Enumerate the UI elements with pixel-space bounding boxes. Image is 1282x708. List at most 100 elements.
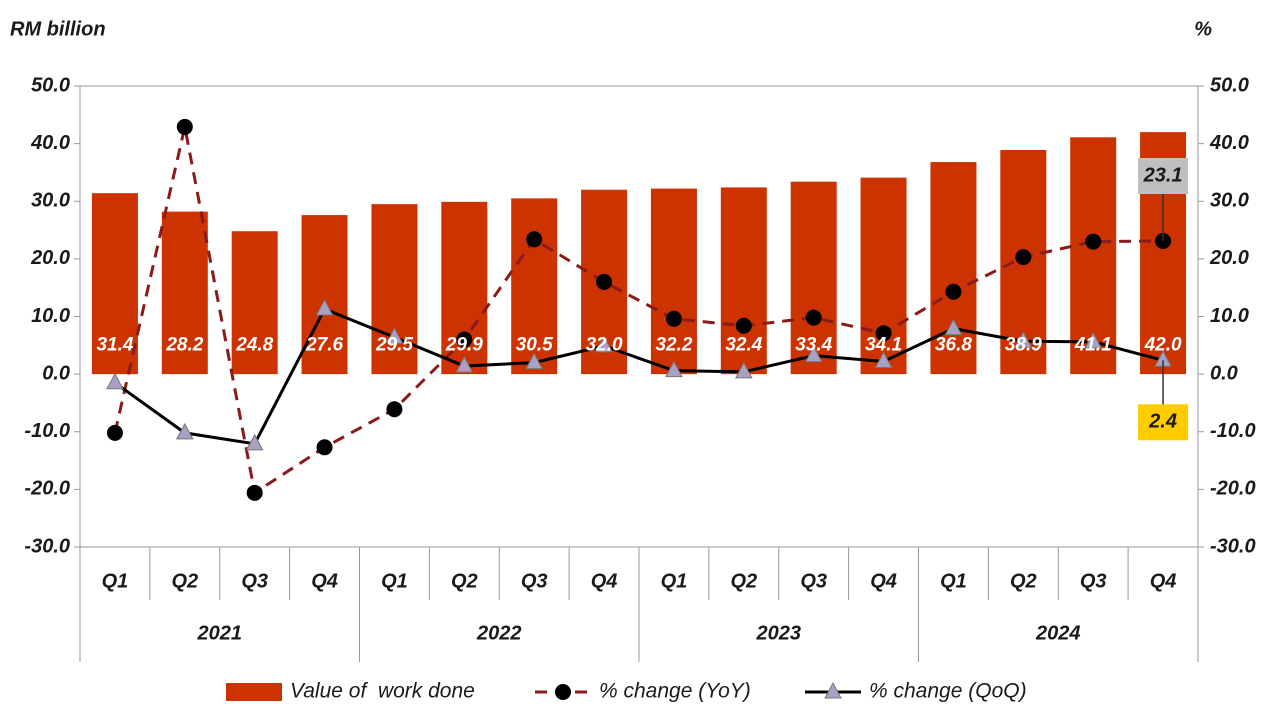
bar-value-label: 34.1 — [865, 334, 902, 355]
bar-value-label: 32.0 — [586, 334, 623, 355]
marker — [315, 298, 334, 316]
line — [114, 307, 1164, 446]
legend-marker — [824, 681, 842, 699]
marker — [665, 310, 682, 327]
y2-tick-label: -20.0 — [1210, 478, 1256, 500]
y2-tick-label: 10.0 — [1210, 305, 1249, 327]
marker — [1015, 249, 1032, 266]
marker — [176, 118, 193, 135]
bar-value-label: 33.4 — [795, 334, 832, 355]
marker — [944, 318, 963, 336]
group-label: 2021 — [197, 622, 243, 644]
marker — [1014, 331, 1033, 348]
y-tick-label: 40.0 — [30, 132, 70, 154]
x-tick-label: Q4 — [311, 570, 338, 592]
legend-swatch — [226, 683, 282, 701]
annotation-box — [1138, 404, 1189, 441]
annotation-label: 2.4 — [1148, 411, 1177, 433]
x-tick-label: Q2 — [730, 570, 757, 592]
bar-value-label: 41.1 — [1074, 334, 1112, 355]
marker — [945, 283, 962, 300]
annotation-box — [1138, 158, 1189, 195]
y-tick-label: -10.0 — [24, 420, 70, 442]
marker — [175, 422, 194, 440]
x-tick-label: Q3 — [241, 570, 268, 592]
x-tick-label: Q3 — [800, 570, 827, 592]
bar — [231, 231, 278, 375]
bar — [301, 215, 348, 375]
x-tick-label: Q2 — [451, 570, 478, 592]
marker — [106, 372, 124, 390]
marker — [1084, 331, 1103, 349]
marker — [316, 439, 333, 456]
marker — [385, 327, 404, 344]
bar — [91, 193, 138, 375]
bar-value-label: 28.2 — [165, 334, 203, 355]
bar-value-label: 32.4 — [725, 334, 762, 355]
marker — [246, 484, 263, 501]
marker — [875, 325, 892, 342]
marker — [596, 273, 613, 290]
x-tick-label: Q1 — [102, 570, 129, 592]
legend-marker — [555, 684, 571, 700]
y2-tick-label: -30.0 — [1210, 535, 1256, 557]
y-axis-label: RM billion — [10, 18, 106, 40]
marker — [525, 352, 544, 370]
bar — [930, 162, 977, 375]
y-tick-label: 50.0 — [31, 74, 70, 96]
marker — [595, 335, 613, 353]
bar — [650, 188, 697, 375]
bar — [161, 211, 208, 375]
bar-value-label: 27.6 — [305, 334, 343, 355]
x-tick-label: Q1 — [661, 570, 688, 592]
marker — [455, 355, 474, 373]
line — [113, 126, 1164, 496]
marker — [805, 309, 822, 326]
y-tick-label: 0.0 — [42, 362, 70, 384]
legend-label: % change (QoQ) — [869, 680, 1027, 703]
bar-value-label: 31.4 — [96, 334, 133, 355]
bar-value-label: 30.5 — [516, 334, 553, 355]
legend-label: Value of work done — [290, 680, 475, 703]
marker — [386, 401, 403, 418]
marker — [734, 361, 753, 379]
bar-value-label: 24.8 — [235, 334, 273, 355]
bar-value-label: 32.2 — [655, 334, 692, 355]
x-tick-label: Q4 — [1150, 570, 1177, 592]
marker — [804, 345, 823, 363]
marker — [665, 360, 683, 378]
y-tick-label: 20.0 — [30, 247, 70, 269]
y2-tick-label: 50.0 — [1210, 74, 1249, 96]
bar — [511, 198, 558, 375]
bar-value-label: 38.9 — [1005, 334, 1042, 355]
group-label: 2022 — [476, 622, 522, 644]
y2-tick-label: 20.0 — [1209, 247, 1249, 269]
bar — [860, 177, 907, 375]
y-tick-label: -30.0 — [24, 535, 70, 557]
bar — [371, 204, 418, 375]
x-tick-label: Q4 — [870, 570, 897, 592]
x-tick-label: Q3 — [521, 570, 548, 592]
legend-label: % change (YoY) — [599, 680, 751, 703]
bar-value-label: 29.9 — [445, 334, 483, 355]
marker — [456, 331, 473, 348]
marker — [245, 433, 264, 451]
x-tick-label: Q4 — [591, 570, 618, 592]
y2-tick-label: 0.0 — [1210, 362, 1238, 384]
marker — [874, 351, 893, 368]
x-tick-label: Q1 — [381, 570, 408, 592]
marker — [1085, 233, 1102, 250]
marker — [735, 317, 752, 334]
x-tick-label: Q1 — [940, 570, 967, 592]
y2-tick-label: -10.0 — [1210, 420, 1256, 442]
bar — [790, 181, 837, 375]
y2-tick-label: 40.0 — [1209, 132, 1249, 154]
y-tick-label: 30.0 — [31, 190, 70, 212]
group-label: 2024 — [1035, 622, 1081, 644]
y-tick-label: -20.0 — [24, 478, 70, 500]
x-tick-label: Q3 — [1080, 570, 1107, 592]
y2-axis-label: % — [1194, 18, 1212, 40]
bar-value-label: 42.0 — [1144, 334, 1182, 355]
bar — [720, 187, 767, 375]
